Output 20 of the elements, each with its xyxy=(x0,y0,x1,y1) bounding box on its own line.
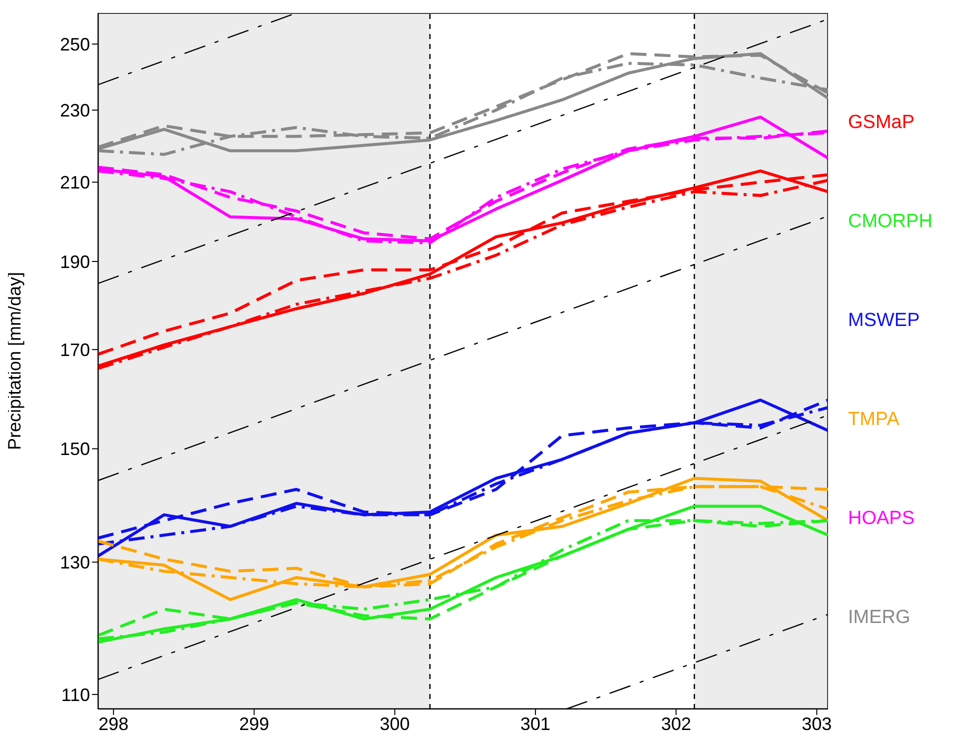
y-tick-label: 230 xyxy=(60,100,90,121)
y-tick-label: 190 xyxy=(60,252,90,272)
text: HOAPS xyxy=(848,508,916,530)
x-tick-label: 298 xyxy=(98,714,128,734)
text: IMERG xyxy=(848,607,912,629)
text: MSWEP xyxy=(848,310,921,332)
y-tick-label: 110 xyxy=(61,684,90,705)
y-tick-label: 150 xyxy=(60,439,90,460)
y-tick-label: 250 xyxy=(60,34,90,54)
x-tick-label: 303 xyxy=(802,714,832,734)
y-tick-label: 210 xyxy=(60,172,90,193)
x-tick-label: 301 xyxy=(520,714,550,734)
y-tick-label: 130 xyxy=(60,552,90,573)
text: GSMaP xyxy=(848,112,916,134)
text: TMPA xyxy=(848,409,900,431)
text: CMORPH xyxy=(848,211,932,233)
x-tick-label: 299 xyxy=(239,714,270,734)
y-tick-label: 170 xyxy=(60,340,90,360)
x-tick-label: 300 xyxy=(380,714,410,734)
x-tick-label: 302 xyxy=(661,714,692,734)
